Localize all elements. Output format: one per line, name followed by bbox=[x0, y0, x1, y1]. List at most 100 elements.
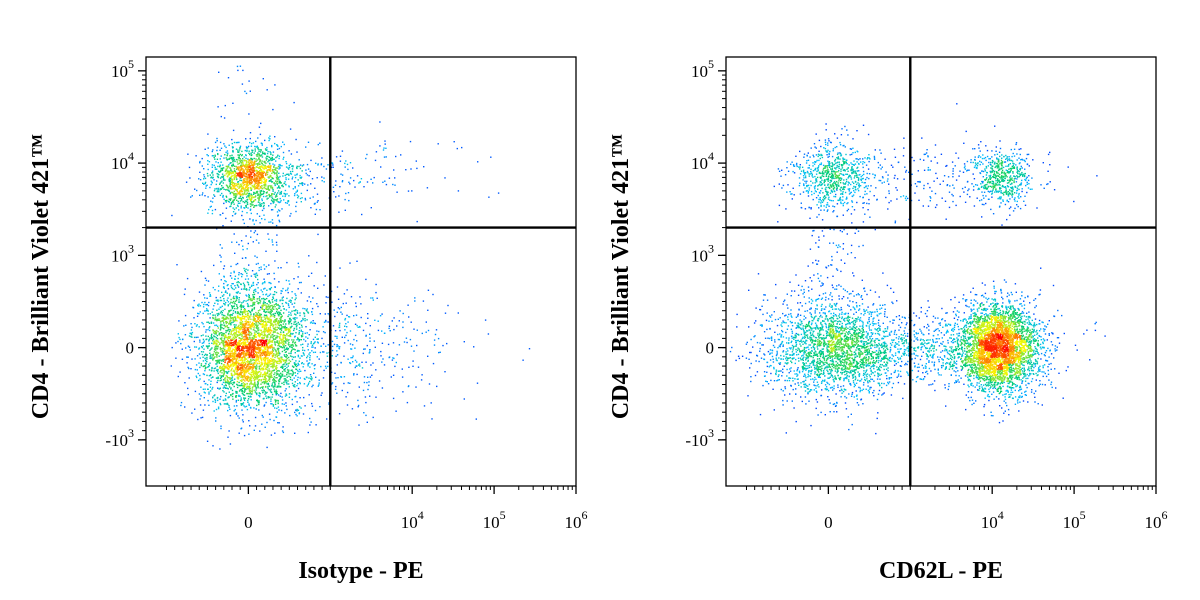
event-dot bbox=[277, 400, 279, 402]
event-dot bbox=[357, 406, 359, 408]
event-dot bbox=[294, 356, 296, 358]
event-dot bbox=[477, 161, 479, 163]
event-dot bbox=[248, 298, 250, 301]
event-dot bbox=[243, 342, 246, 345]
event-dot bbox=[293, 377, 295, 379]
event-dot bbox=[210, 383, 212, 385]
event-dot bbox=[310, 421, 312, 423]
event-dot bbox=[240, 288, 243, 290]
event-dot bbox=[237, 281, 239, 283]
event-dot bbox=[232, 370, 234, 372]
event-dot bbox=[285, 166, 288, 168]
event-dot bbox=[259, 222, 261, 224]
event-dot bbox=[243, 179, 245, 182]
event-dot bbox=[204, 368, 206, 370]
event-dot bbox=[396, 353, 398, 356]
event-dot bbox=[285, 394, 288, 396]
event-dot bbox=[270, 309, 272, 311]
event-dot bbox=[226, 154, 228, 157]
event-dot bbox=[309, 329, 311, 331]
event-dot bbox=[232, 283, 234, 285]
event-dot bbox=[425, 321, 427, 323]
event-dot bbox=[255, 339, 257, 341]
event-dot bbox=[228, 180, 230, 182]
event-dot bbox=[220, 375, 222, 378]
event-dot bbox=[327, 164, 329, 166]
event-dot bbox=[339, 329, 341, 332]
event-dot bbox=[246, 201, 249, 203]
event-dot bbox=[331, 162, 333, 164]
event-dot bbox=[230, 162, 232, 164]
event-dot bbox=[232, 156, 234, 159]
event-dot bbox=[246, 364, 249, 366]
event-dot bbox=[423, 405, 426, 407]
event-dot bbox=[263, 346, 265, 349]
event-dot bbox=[239, 185, 241, 188]
event-dot bbox=[218, 313, 220, 316]
event-dot bbox=[207, 155, 209, 157]
event-dot bbox=[229, 352, 231, 354]
event-dot bbox=[297, 179, 299, 181]
event-dot bbox=[352, 167, 354, 169]
event-dot bbox=[247, 190, 250, 192]
event-dot bbox=[240, 205, 242, 207]
event-dot bbox=[258, 126, 261, 128]
event-dot bbox=[221, 324, 223, 326]
event-dot bbox=[215, 363, 217, 365]
event-dot bbox=[228, 345, 230, 348]
event-dot bbox=[294, 323, 297, 326]
event-dot bbox=[262, 330, 264, 333]
event-dot bbox=[243, 405, 245, 407]
event-dot bbox=[247, 344, 249, 346]
event-dot bbox=[241, 199, 243, 201]
event-dot bbox=[322, 326, 324, 328]
event-dot bbox=[171, 346, 173, 349]
event-dot bbox=[274, 354, 276, 356]
event-dot bbox=[281, 365, 283, 368]
event-dot bbox=[270, 373, 272, 376]
event-dot bbox=[240, 428, 242, 430]
event-dot bbox=[202, 323, 204, 325]
event-dot bbox=[223, 332, 225, 335]
event-dot bbox=[189, 349, 191, 351]
event-dot bbox=[236, 358, 238, 360]
event-dot bbox=[246, 165, 249, 167]
event-dot bbox=[218, 319, 221, 321]
event-dot bbox=[253, 389, 255, 392]
event-dot bbox=[278, 362, 280, 365]
event-dot bbox=[299, 327, 301, 329]
event-dot bbox=[279, 164, 281, 167]
event-dot bbox=[215, 319, 217, 321]
event-dot bbox=[262, 195, 265, 198]
event-dot bbox=[254, 160, 256, 162]
event-dot bbox=[203, 303, 205, 306]
event-dot bbox=[223, 298, 225, 300]
event-dot bbox=[277, 314, 280, 316]
event-dot bbox=[272, 244, 274, 246]
event-dot bbox=[269, 319, 271, 321]
event-dot bbox=[219, 371, 221, 373]
event-dot bbox=[261, 423, 263, 425]
event-dot bbox=[253, 326, 255, 328]
event-dot bbox=[259, 205, 261, 207]
event-dot bbox=[348, 316, 350, 318]
event-dot bbox=[304, 197, 306, 200]
event-dot bbox=[490, 156, 492, 158]
event-dot bbox=[234, 336, 236, 339]
event-dot bbox=[370, 207, 372, 209]
event-dot bbox=[264, 371, 266, 374]
event-dot bbox=[282, 287, 284, 290]
event-dot bbox=[285, 342, 287, 344]
event-dot bbox=[247, 399, 249, 402]
event-dot bbox=[238, 375, 240, 378]
event-dot bbox=[214, 154, 216, 156]
event-dot bbox=[253, 164, 256, 166]
event-dot bbox=[230, 359, 232, 361]
event-dot bbox=[285, 347, 288, 350]
event-dot bbox=[176, 264, 178, 266]
event-dot bbox=[228, 190, 230, 192]
event-dot bbox=[270, 199, 273, 201]
event-dot bbox=[266, 368, 268, 371]
event-dot bbox=[274, 196, 277, 198]
event-dot bbox=[227, 170, 229, 172]
